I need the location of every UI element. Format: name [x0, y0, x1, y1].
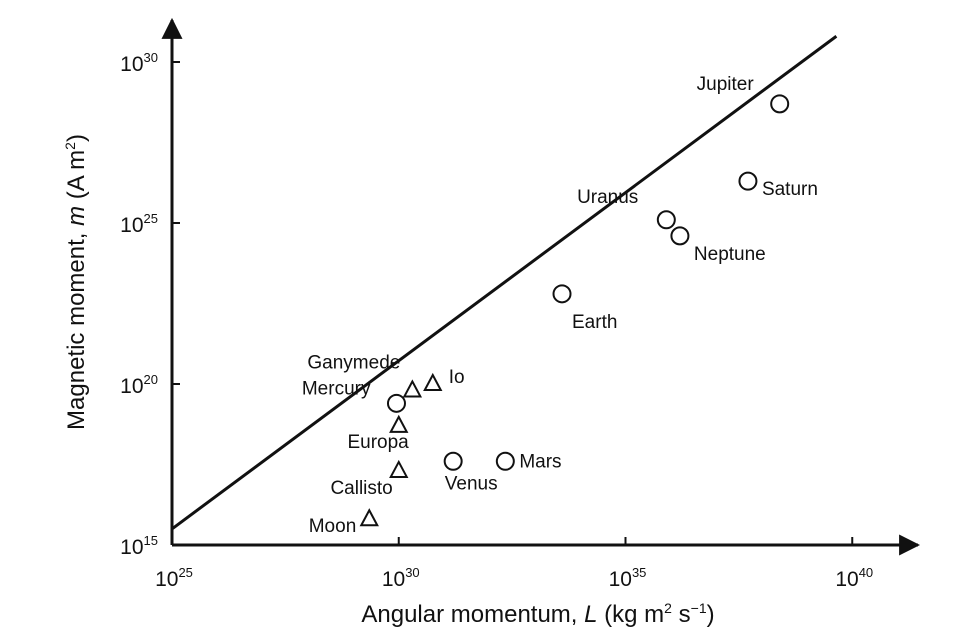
label-saturn: Saturn	[762, 179, 818, 200]
x-axis-label: Angular momentum, L (kg m2 s−1)	[361, 600, 714, 628]
point-uranus	[656, 210, 676, 230]
y-tick-label: 1025	[120, 211, 158, 237]
point-io	[423, 372, 443, 391]
y-axis-label: Magnetic moment, m (A m2)	[62, 134, 90, 430]
point-earth	[552, 284, 572, 304]
point-mercury	[386, 393, 406, 413]
x-ticks: 1025 1030 1035 1040	[155, 537, 873, 591]
label-neptune: Neptune	[694, 244, 766, 265]
point-jupiter	[770, 94, 790, 114]
point-saturn	[738, 171, 758, 191]
x-label-prefix: Angular momentum,	[361, 601, 584, 628]
label-io: Io	[449, 367, 465, 388]
x-label-units-sup1: 2	[664, 600, 672, 616]
x-label-units-sup2: −1	[691, 600, 707, 616]
y-label-var: m	[63, 206, 90, 226]
y-label-units-close: )	[63, 134, 90, 142]
point-labels: Jupiter Saturn Uranus Neptune Earth Mercury Ve…	[302, 74, 818, 537]
y-tick-label: 1030	[120, 50, 158, 76]
point-ganymede	[402, 379, 423, 398]
point-europa	[389, 414, 409, 433]
point-callisto	[389, 459, 409, 478]
x-tick-label: 1025	[155, 565, 193, 591]
label-venus: Venus	[445, 473, 498, 494]
label-jupiter: Jupiter	[697, 74, 755, 95]
y-label-units-sup: 2	[62, 142, 78, 150]
label-mercury: Mercury	[302, 378, 371, 399]
x-label-units-close: )	[707, 601, 715, 628]
label-mars: Mars	[519, 451, 561, 472]
data-points	[359, 94, 790, 527]
x-tick-label: 1040	[835, 565, 873, 591]
fit-line	[171, 35, 838, 531]
y-label-prefix: Magnetic moment,	[63, 226, 90, 430]
label-earth: Earth	[572, 312, 617, 333]
x-tick-label: 1035	[609, 565, 647, 591]
label-uranus: Uranus	[577, 187, 638, 208]
x-label-units-open: (kg m	[598, 601, 665, 628]
point-mars	[495, 451, 515, 471]
label-callisto: Callisto	[330, 478, 392, 499]
point-moon	[359, 508, 379, 527]
x-tick-label: 1030	[382, 565, 420, 591]
y-tick-label: 1020	[120, 372, 158, 398]
label-ganymede: Ganymede	[307, 352, 400, 373]
x-label-var: L	[584, 601, 597, 628]
axes	[161, 17, 921, 556]
label-moon: Moon	[309, 516, 357, 537]
label-europa: Europa	[347, 432, 409, 453]
y-ticks: 1015 1020 1025 1030	[120, 50, 180, 559]
point-venus	[443, 451, 463, 471]
y-tick-label: 1015	[120, 533, 158, 559]
y-label-units-open: (A m	[63, 150, 90, 206]
point-neptune	[670, 226, 690, 246]
x-label-units-mid: s	[672, 601, 691, 628]
